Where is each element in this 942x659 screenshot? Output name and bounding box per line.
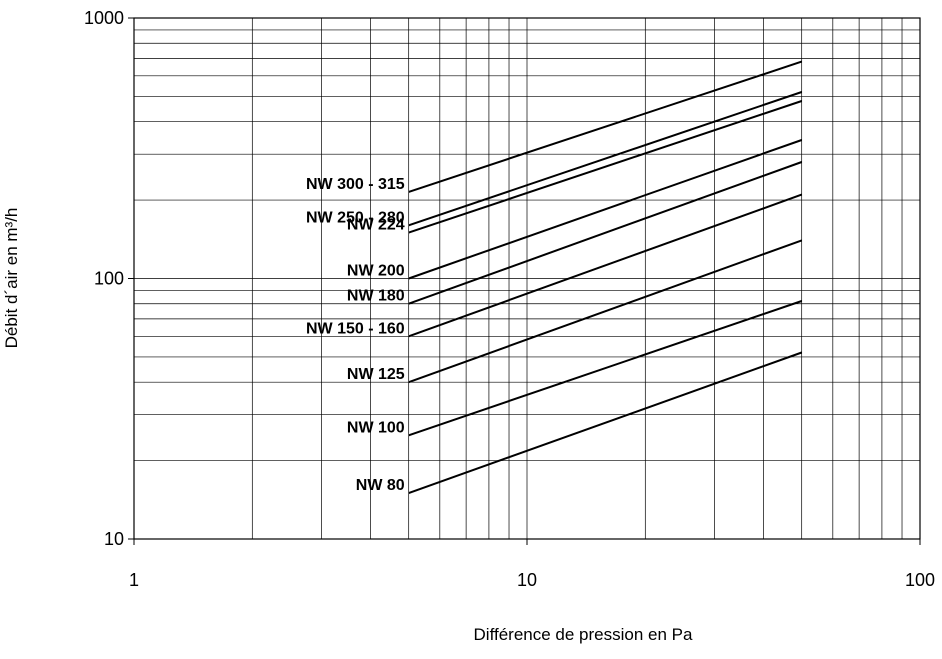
series-label: NW 200 [347, 263, 405, 280]
series-line [408, 193, 803, 338]
series-line [408, 91, 803, 227]
series-line [408, 239, 803, 384]
series-label: NW 250 - 280 [306, 209, 405, 226]
x-axis-title: Différence de pression en Pa [474, 625, 693, 644]
y-tick-label: 100 [94, 269, 124, 289]
series-label: NW 300 - 315 [306, 176, 405, 193]
series-line [408, 139, 803, 280]
x-tick-label: 100 [905, 570, 935, 590]
series-label: NW 100 [347, 419, 405, 436]
series-label: NW 80 [356, 477, 405, 494]
y-tick-label: 1000 [84, 8, 124, 28]
series-label: NW 180 [347, 288, 405, 305]
series-line [408, 351, 803, 495]
y-tick-label: 10 [104, 529, 124, 549]
series-line [408, 100, 803, 234]
x-tick-label: 10 [517, 570, 537, 590]
series-line [408, 161, 803, 305]
series-label: NW 224 [347, 217, 405, 234]
series-label: NW 125 [347, 366, 405, 383]
series-lines [408, 60, 803, 495]
y-axis-title: Débit d´air en m³/h [2, 208, 21, 349]
series-line [408, 300, 803, 437]
grid [134, 18, 920, 539]
series-line [408, 60, 803, 193]
x-tick-label: 1 [129, 570, 139, 590]
series-label: NW 150 - 160 [306, 320, 405, 337]
tick-labels: 1 10 100 10 100 1000 [84, 8, 935, 590]
